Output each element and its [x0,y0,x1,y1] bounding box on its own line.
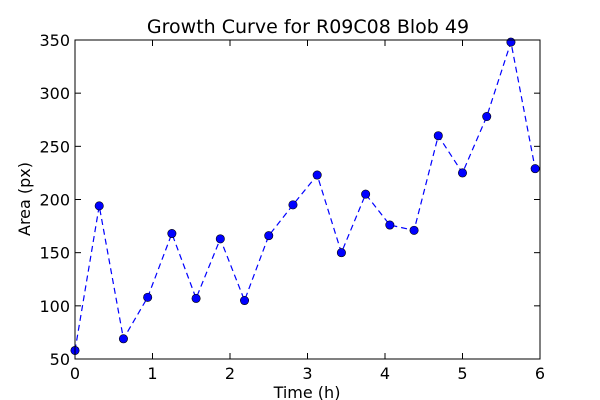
x-tick-label: 3 [302,364,312,383]
plot-area [70,37,540,355]
data-point [361,189,371,199]
x-tick-label: 4 [380,364,390,383]
y-tick-label: 150 [39,244,70,263]
data-point [191,293,201,303]
data-point [264,231,274,241]
x-tick-label: 0 [70,364,80,383]
axis-ticks: 0 1 2 3 4 5 6 50 100 150 200 250 300 350 [39,31,545,383]
x-tick-label: 5 [457,364,467,383]
data-point [118,334,128,344]
data-point [94,201,104,211]
x-tick-label: 2 [225,364,235,383]
data-point [385,220,395,230]
y-tick-label: 50 [50,350,70,369]
data-point [143,292,153,302]
plot-frame [74,39,541,360]
data-point [457,168,467,178]
y-tick-label: 250 [39,137,70,156]
y-tick-label: 350 [39,31,70,50]
data-point [530,164,540,174]
data-point [288,200,298,210]
data-point [409,225,419,235]
chart-title: Growth Curve for R09C08 Blob 49 [147,16,469,38]
data-point [312,170,322,180]
x-axis-label: Time (h) [273,383,341,400]
data-point [482,112,492,122]
data-point [215,234,225,244]
x-tick-label: 6 [535,364,545,383]
y-axis-label: Area (px) [15,162,34,236]
y-tick-label: 200 [39,191,70,210]
x-tick-label: 1 [147,364,157,383]
y-tick-label: 300 [39,84,70,103]
y-tick-label: 100 [39,297,70,316]
series-line [74,41,536,351]
data-point [167,229,177,239]
data-point [433,131,443,141]
data-point [240,296,250,306]
data-point [336,248,346,258]
data-point [506,37,516,47]
